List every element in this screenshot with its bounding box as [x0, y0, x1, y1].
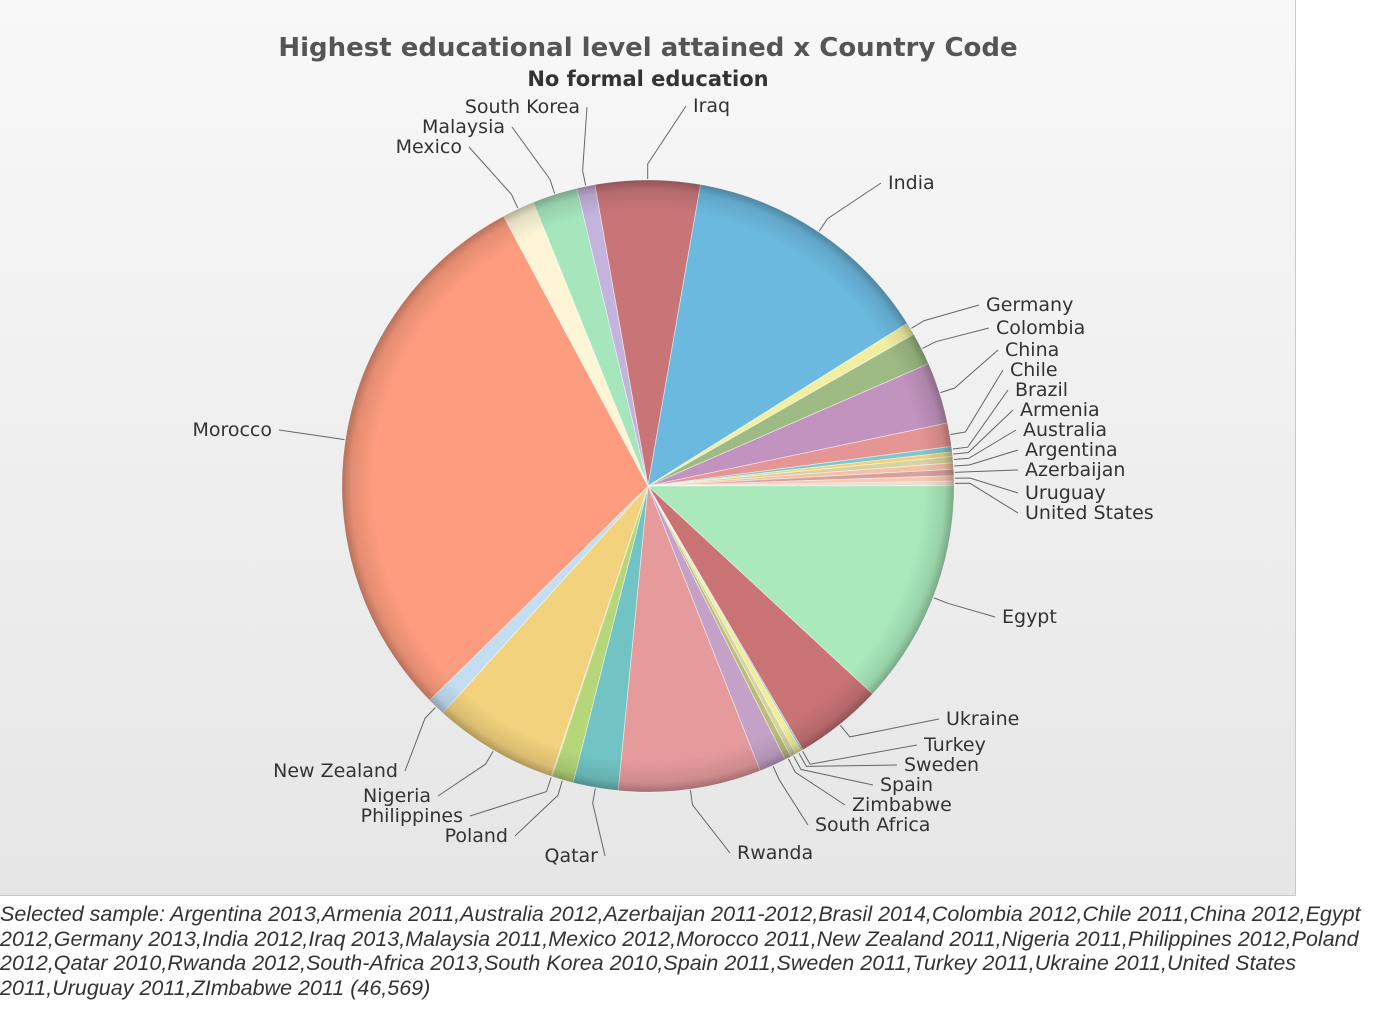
- leader-line-iraq: [647, 105, 687, 179]
- leader-line-philippines: [469, 777, 552, 817]
- slice-label-qatar: Qatar: [544, 845, 598, 867]
- leader-line-sweden: [798, 753, 898, 767]
- slice-label-morocco: Morocco: [192, 419, 272, 441]
- leader-line-ukraine: [840, 718, 940, 738]
- leader-line-chile: [950, 369, 1004, 435]
- leader-lines: [278, 105, 1019, 857]
- chart-title: Highest educational level attained x Cou…: [278, 33, 1017, 63]
- leader-line-egypt: [933, 597, 996, 618]
- slice-label-china: China: [1005, 339, 1059, 361]
- leader-line-spain: [793, 755, 874, 786]
- sample-caption: Selected sample: Argentina 2013,Armenia …: [0, 902, 1361, 1000]
- slice-label-chile: Chile: [1010, 359, 1058, 381]
- leader-line-malaysia: [511, 126, 556, 194]
- leader-line-brazil: [952, 389, 1009, 450]
- slice-label-germany: Germany: [986, 294, 1073, 316]
- slice-label-malaysia: Malaysia: [422, 116, 505, 138]
- slice-label-rwanda: Rwanda: [737, 842, 813, 864]
- chart-subtitle: No formal education: [527, 67, 768, 91]
- leader-line-united-states: [954, 482, 1019, 514]
- leader-line-colombia: [922, 327, 990, 349]
- slice-label-nigeria: Nigeria: [363, 785, 431, 807]
- leader-line-nigeria: [437, 750, 494, 797]
- leader-line-india: [818, 182, 882, 232]
- leader-line-china: [940, 349, 999, 394]
- slice-label-brazil: Brazil: [1015, 379, 1068, 401]
- slice-label-iraq: Iraq: [693, 95, 730, 117]
- leader-line-zimbabwe: [788, 758, 846, 806]
- slice-label-zimbabwe: Zimbabwe: [852, 794, 952, 816]
- slice-label-south-africa: South Africa: [815, 814, 930, 836]
- slice-label-argentina: Argentina: [1025, 439, 1118, 461]
- leader-line-turkey: [802, 744, 918, 765]
- slice-label-azerbaijan: Azerbaijan: [1025, 459, 1125, 481]
- slice-label-philippines: Philippines: [361, 805, 463, 827]
- leader-line-uruguay: [954, 477, 1019, 494]
- slice-label-united-states: United States: [1025, 502, 1154, 524]
- slice-label-australia: Australia: [1023, 419, 1107, 441]
- leader-line-new-zealand: [404, 707, 436, 772]
- pie-slices: [341, 179, 955, 793]
- slice-label-spain: Spain: [880, 774, 933, 796]
- slice-label-sweden: Sweden: [904, 754, 979, 776]
- slice-label-new-zealand: New Zealand: [273, 760, 398, 782]
- slice-label-poland: Poland: [445, 825, 508, 847]
- leader-line-morocco: [278, 429, 345, 441]
- slice-label-india: India: [888, 172, 935, 194]
- leader-line-argentina: [954, 449, 1019, 467]
- slice-label-ukraine: Ukraine: [946, 708, 1019, 730]
- leader-line-poland: [514, 780, 563, 837]
- slice-label-egypt: Egypt: [1002, 606, 1057, 628]
- leader-line-south-africa: [772, 766, 809, 826]
- chart-panel: Highest educational level attained x Cou…: [0, 0, 1296, 896]
- leader-line-azerbaijan: [954, 469, 1019, 473]
- leader-line-germany: [911, 304, 980, 329]
- slice-label-mexico: Mexico: [396, 136, 462, 158]
- leader-line-australia: [953, 429, 1017, 460]
- pie-chart: Highest educational level attained x Cou…: [192, 33, 1153, 867]
- leader-line-rwanda: [689, 790, 731, 854]
- leader-line-south-korea: [582, 106, 588, 186]
- slice-label-turkey: Turkey: [923, 734, 986, 756]
- slice-label-colombia: Colombia: [996, 317, 1085, 339]
- slice-label-south-korea: South Korea: [465, 96, 580, 118]
- leader-line-armenia: [953, 409, 1014, 455]
- slice-label-uruguay: Uruguay: [1025, 482, 1106, 504]
- slice-labels: Iraq India GermanyColombiaChinaChileBrazil…: [192, 95, 1153, 867]
- leader-line-qatar: [592, 788, 606, 857]
- slice-label-armenia: Armenia: [1020, 399, 1100, 421]
- leader-line-mexico: [468, 146, 519, 209]
